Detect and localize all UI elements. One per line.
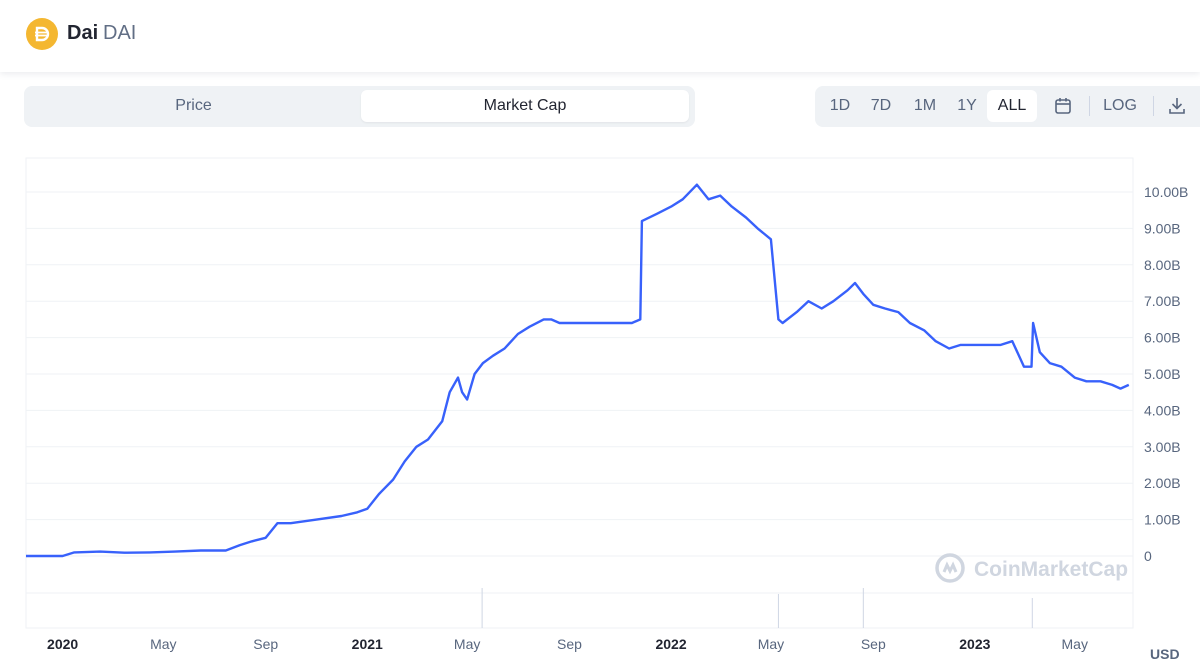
divider [1153, 96, 1154, 116]
range-1m[interactable]: 1M [913, 97, 937, 114]
x-tick-label: Sep [557, 636, 582, 652]
tab-price[interactable]: Price [175, 97, 212, 114]
range-all[interactable]: ALL [987, 90, 1037, 122]
coin-header: Dai DAI [0, 0, 1200, 72]
x-tick-label: Sep [253, 636, 278, 652]
y-tick-label: 5.00B [1144, 366, 1181, 382]
x-tick-label: Sep [861, 636, 886, 652]
x-tick-label: 2020 [47, 636, 78, 652]
y-tick-label: 9.00B [1144, 220, 1181, 236]
series-line [26, 183, 1130, 558]
y-tick-label: 8.00B [1144, 257, 1181, 273]
range-selector: 1D 7D 1M 1Y ALL LOG [815, 86, 1200, 127]
log-toggle[interactable]: LOG [1103, 97, 1137, 114]
market-cap-chart[interactable]: CoinMarketCap 0 1.00B 2.00B 3.00B 4.00B 5.00B… [0, 150, 1200, 669]
range-1d[interactable]: 1D [829, 97, 851, 114]
y-tick-label: 2.00B [1144, 475, 1181, 491]
coinmarketcap-watermark: CoinMarketCap [935, 553, 1128, 583]
x-tick-label: 2023 [959, 636, 990, 652]
coin-name: Dai [67, 22, 99, 44]
dai-icon [26, 18, 58, 50]
y-tick-label: 7.00B [1144, 293, 1181, 309]
x-tick-label: May [454, 636, 480, 652]
x-tick-label: 2022 [655, 636, 686, 652]
calendar-icon[interactable] [1051, 94, 1075, 118]
chart-type-toggle: Price Market Cap [24, 86, 695, 127]
y-tick-label: 6.00B [1144, 330, 1181, 346]
y-tick-label: 3.00B [1144, 439, 1181, 455]
range-7d[interactable]: 7D [870, 97, 892, 114]
currency-label: USD [1150, 646, 1180, 662]
download-icon[interactable] [1165, 94, 1189, 118]
y-tick-label: 0 [1144, 548, 1152, 564]
range-1y[interactable]: 1Y [957, 97, 977, 114]
x-tick-label: 2021 [352, 636, 383, 652]
x-tick-label: May [150, 636, 176, 652]
divider [1089, 96, 1090, 116]
watermark-text: CoinMarketCap [974, 558, 1128, 581]
y-tick-label: 4.00B [1144, 402, 1181, 418]
coinmarketcap-logo-icon [935, 553, 965, 583]
x-tick-label: May [1062, 636, 1088, 652]
x-tick-label: May [758, 636, 784, 652]
plot-frame [25, 157, 1134, 629]
coin-symbol: DAI [103, 22, 137, 44]
tab-market-cap[interactable]: Market Cap [361, 90, 689, 122]
y-tick-label: 10.00B [1144, 184, 1188, 200]
y-tick-label: 1.00B [1144, 512, 1181, 528]
